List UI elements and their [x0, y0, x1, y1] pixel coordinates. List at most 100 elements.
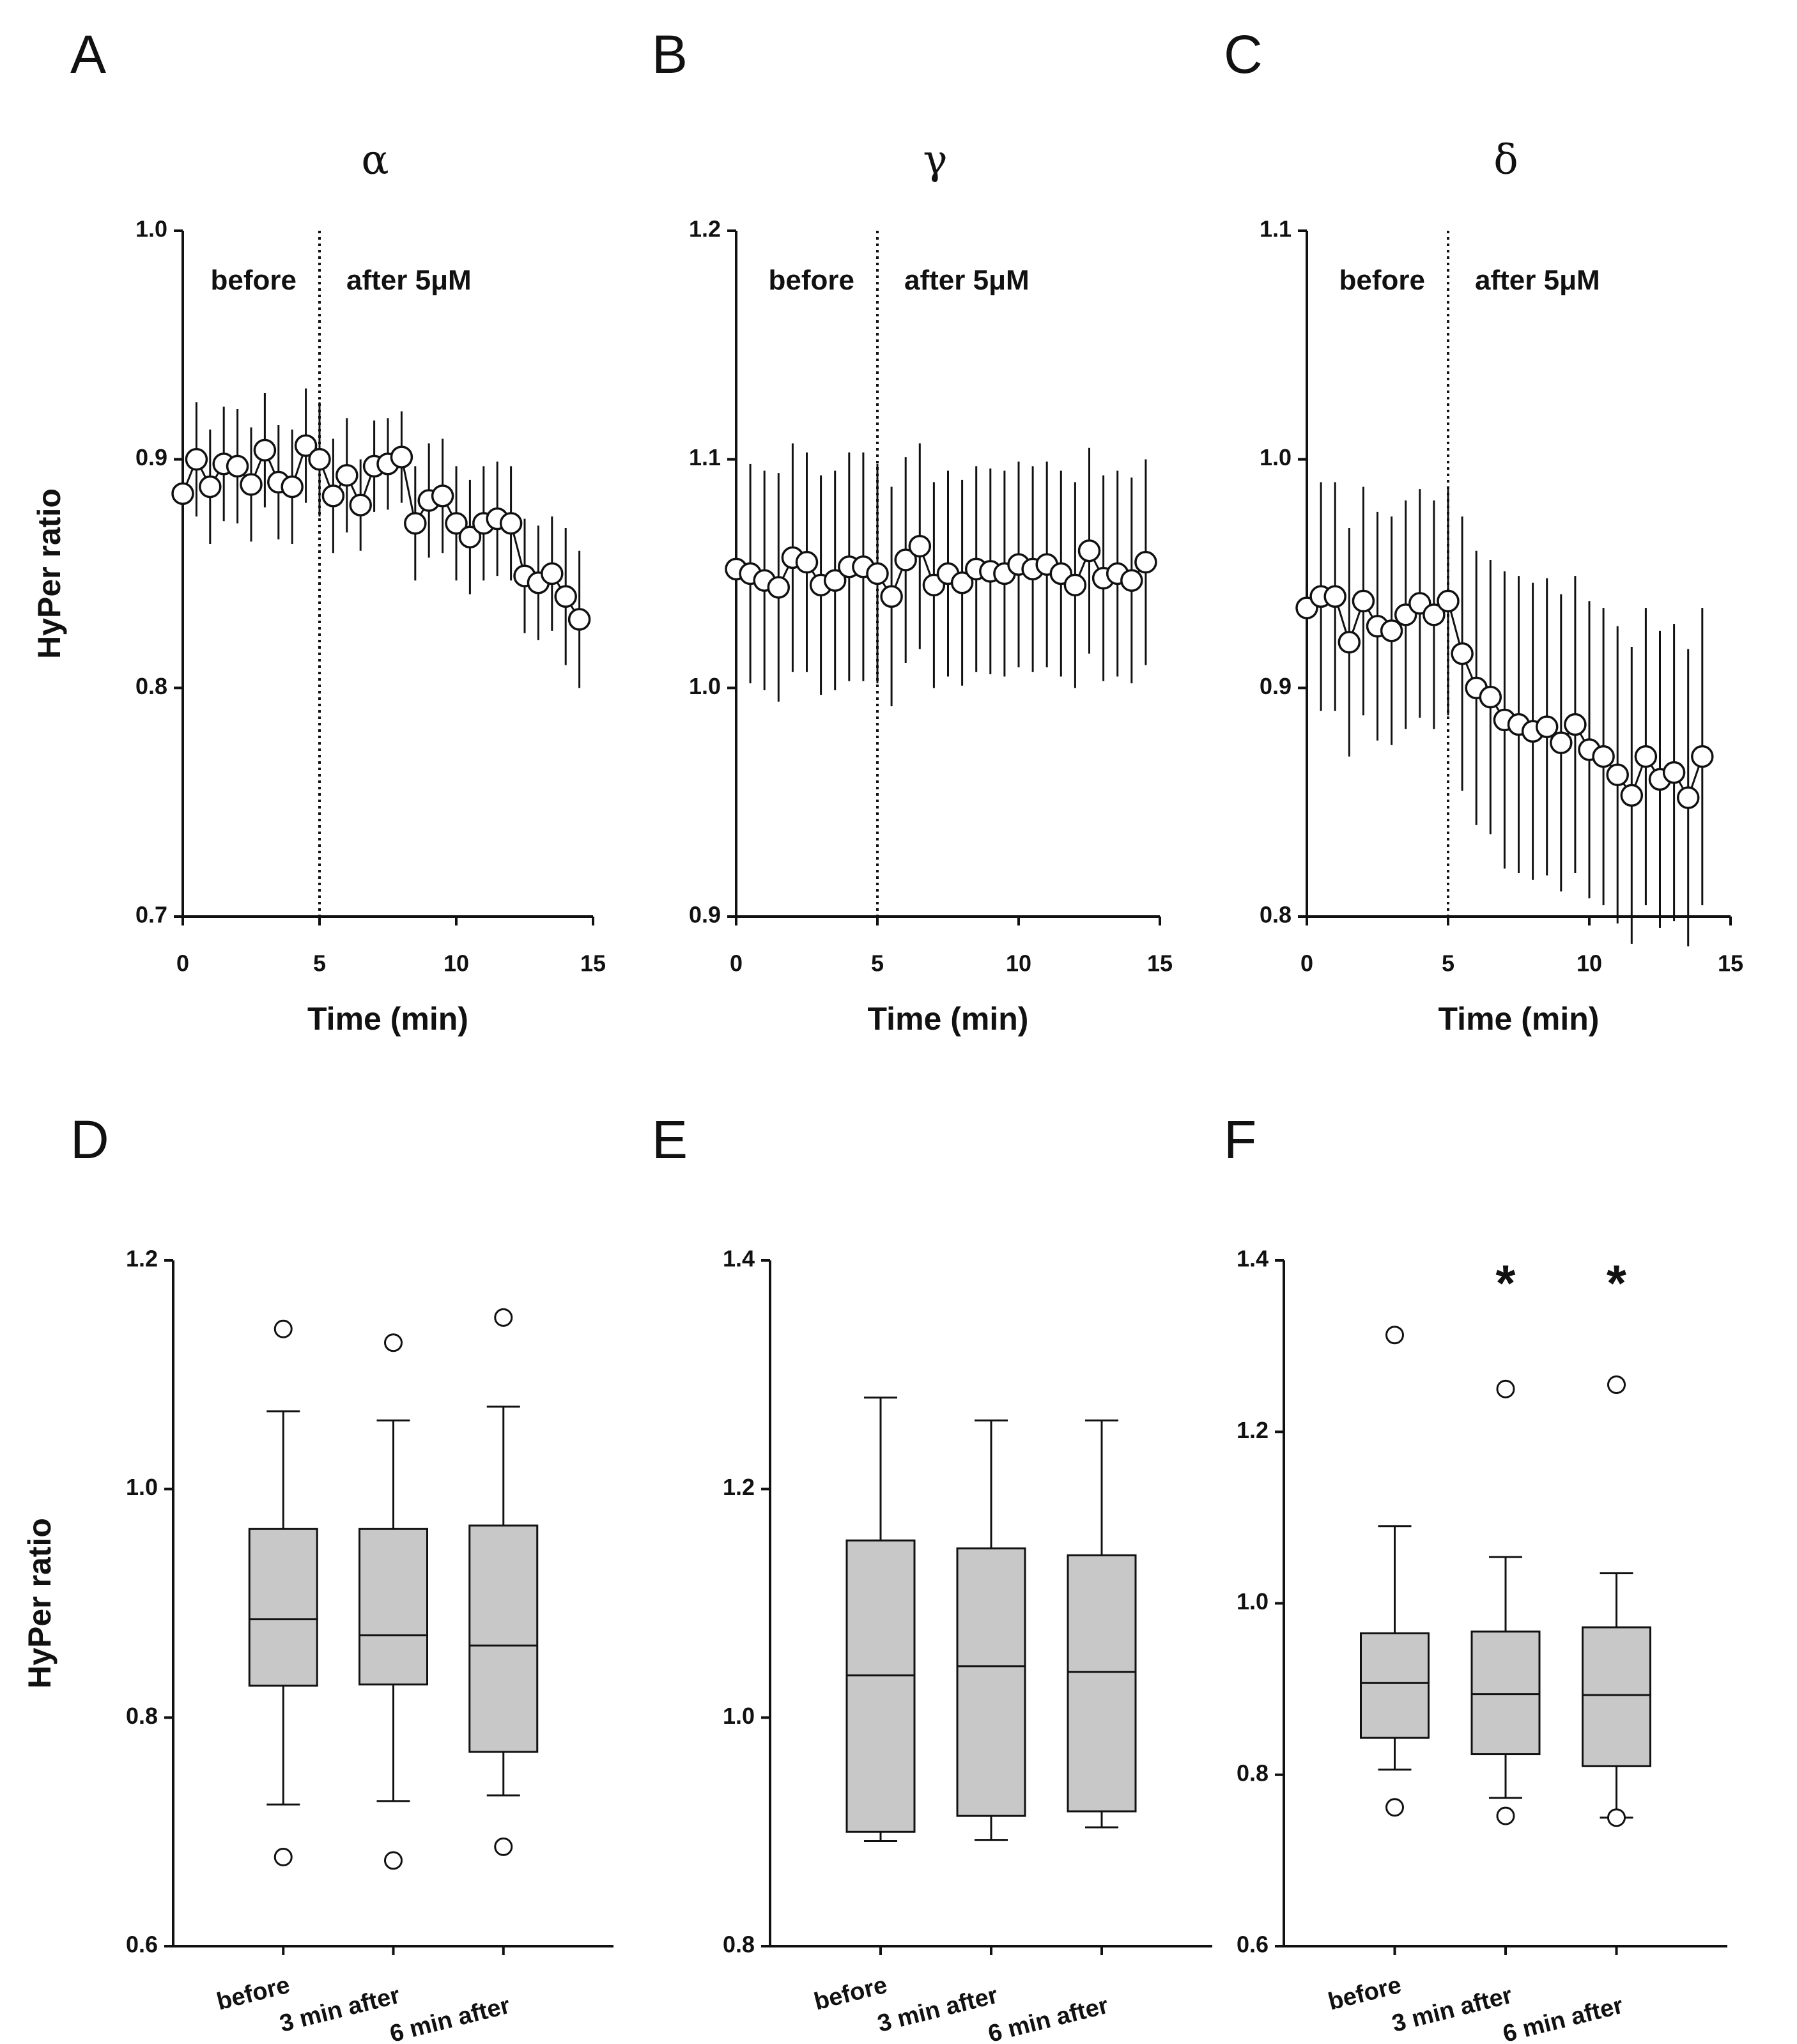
x-tick-label: 15: [580, 950, 606, 977]
x-tick-label: 15: [1718, 950, 1743, 977]
data-point: [554, 585, 577, 608]
data-point: [185, 447, 208, 471]
x-axis-label: Time (min): [1438, 1001, 1600, 1037]
panel-label: D: [70, 1110, 109, 1170]
annotation: before: [769, 265, 854, 296]
x-tick-label: 5: [871, 950, 884, 977]
data-point: [253, 438, 277, 462]
x-tick-label: 15: [1147, 950, 1173, 977]
data-point: [294, 434, 318, 457]
data-point: [281, 475, 304, 499]
annotation: before: [211, 265, 297, 296]
data-point: [1479, 685, 1502, 709]
data-point: [1323, 585, 1346, 608]
annotation: after 5μM: [1475, 265, 1600, 296]
data-point: [335, 463, 359, 487]
chart-title: α: [361, 137, 389, 184]
data-point: [1535, 715, 1559, 738]
y-axis-label: HyPer ratio: [31, 488, 67, 659]
box: [956, 1547, 1026, 1817]
y-tick-label: 1.2: [126, 1246, 158, 1272]
panel-label: E: [652, 1110, 688, 1170]
y-tick-label: 1.1: [689, 444, 721, 470]
x-tick-label: 10: [443, 950, 469, 977]
outlier: [1496, 1806, 1515, 1825]
x-tick-label: 3 min after: [277, 1982, 403, 2038]
annotation: after 5μM: [904, 265, 1030, 296]
data-point: [908, 534, 932, 558]
y-tick-label: 0.8: [135, 673, 167, 699]
box: [359, 1528, 428, 1685]
y-tick-label: 1.0: [1260, 444, 1292, 470]
data-point: [1662, 761, 1686, 784]
y-tick-label: 0.9: [1260, 673, 1292, 699]
outlier: [1607, 1808, 1626, 1827]
annotation: after 5μM: [346, 265, 472, 296]
data-point: [1620, 784, 1644, 807]
x-tick-label: 10: [1577, 950, 1602, 977]
data-point: [390, 445, 413, 468]
outlier: [494, 1308, 513, 1327]
significance-marker: *: [1495, 1255, 1516, 1312]
data-point: [349, 493, 372, 516]
x-tick-label: 0: [1300, 950, 1313, 977]
data-point: [199, 475, 222, 499]
data-point: [321, 484, 345, 507]
x-tick-label: 3 min after: [875, 1982, 1001, 2038]
chart-title: δ: [1493, 137, 1518, 184]
chart-title: γ: [923, 137, 947, 184]
data-point: [767, 576, 791, 599]
box: [248, 1528, 318, 1687]
data-point: [894, 548, 917, 571]
box: [1582, 1626, 1651, 1767]
y-tick-label: 1.2: [689, 216, 721, 242]
data-point: [1691, 745, 1714, 768]
x-tick-label: before: [1325, 1972, 1404, 2016]
panel-label: B: [652, 24, 688, 84]
x-tick-label: 5: [313, 950, 326, 977]
y-tick-label: 1.0: [126, 1474, 158, 1500]
y-tick-label: 1.2: [723, 1474, 755, 1500]
data-point: [1077, 539, 1101, 562]
outlier: [1607, 1375, 1626, 1394]
data-point: [431, 484, 454, 507]
y-tick-label: 0.6: [1237, 1932, 1269, 1958]
data-point: [1423, 603, 1446, 626]
data-point: [1352, 589, 1375, 613]
x-tick-label: 10: [1006, 950, 1031, 977]
data-point: [1550, 731, 1573, 754]
data-point: [226, 454, 249, 478]
x-axis-label: Time (min): [868, 1001, 1029, 1037]
y-tick-label: 1.0: [135, 216, 167, 242]
box: [1067, 1554, 1137, 1813]
data-point: [1564, 713, 1587, 736]
panel-label: C: [1224, 24, 1263, 84]
data-point: [499, 512, 523, 535]
box: [468, 1524, 539, 1753]
y-tick-label: 0.6: [126, 1932, 158, 1958]
data-point: [240, 473, 263, 496]
data-point: [1134, 550, 1157, 574]
x-tick-label: 0: [730, 950, 743, 977]
outlier: [384, 1333, 403, 1352]
panel-label: F: [1224, 1110, 1256, 1170]
data-point: [541, 562, 564, 585]
outlier: [1385, 1326, 1404, 1345]
box: [845, 1539, 916, 1833]
y-tick-label: 0.8: [723, 1932, 755, 1958]
data-point: [1063, 573, 1087, 597]
data-point: [1380, 619, 1403, 642]
y-tick-label: 1.4: [723, 1246, 755, 1272]
data-point: [950, 571, 974, 594]
outlier: [1385, 1798, 1404, 1817]
outlier: [384, 1851, 403, 1870]
y-tick-label: 1.0: [1237, 1588, 1269, 1614]
y-tick-label: 0.8: [1260, 902, 1292, 928]
y-tick-label: 0.8: [1237, 1760, 1269, 1786]
x-tick-label: 6 min after: [1500, 1992, 1626, 2044]
data-point: [1437, 589, 1460, 613]
y-tick-label: 1.0: [689, 673, 721, 699]
data-point: [1338, 631, 1361, 654]
data-point: [795, 550, 819, 574]
